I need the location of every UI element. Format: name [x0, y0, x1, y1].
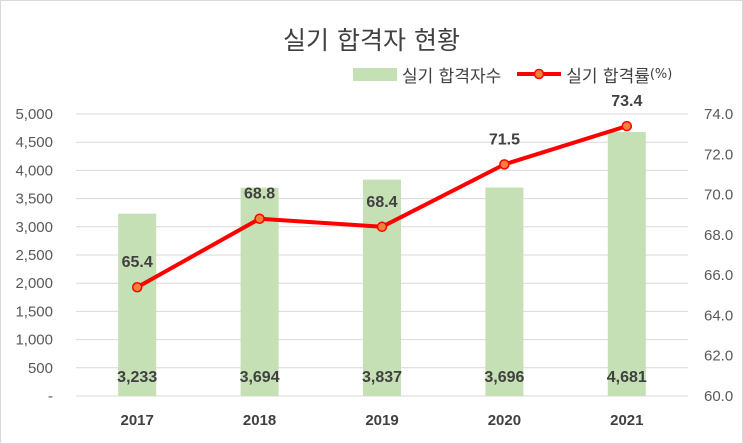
line-value-label: 68.4: [366, 194, 397, 211]
bar-value-label: 4,681: [607, 369, 647, 386]
line-point: [131, 281, 143, 293]
legend-line-swatch: [517, 68, 562, 80]
line-point: [254, 213, 265, 224]
y-left-tick-label: 5,000: [15, 106, 53, 123]
y-right-tick-label: 64.0: [704, 307, 733, 324]
chart-title: 실기 합격자 현황: [283, 26, 460, 55]
y-left-tick-label: 1,500: [15, 303, 53, 320]
bar-value-label: 3,233: [117, 369, 157, 386]
legend-line-label: 실기 합격률: [566, 66, 650, 87]
bar: [118, 213, 157, 396]
y-right-tick-label: 60.0: [704, 388, 733, 405]
x-tick-label: 2021: [610, 412, 643, 429]
line-value-label: 71.5: [489, 131, 520, 148]
line-value-label: 65.4: [122, 254, 153, 271]
y-left-tick-label: 1,000: [15, 332, 53, 349]
line-point: [621, 120, 633, 132]
x-tick-label: 2020: [488, 412, 521, 429]
y-left-tick-label: 500: [28, 360, 53, 377]
bar-value-label: 3,694: [240, 369, 280, 386]
x-tick-label: 2017: [121, 412, 154, 429]
y-left-tick-label: 2,000: [15, 275, 53, 292]
line-point: [376, 221, 388, 233]
y-right-tick-label: 70.0: [704, 187, 733, 204]
y-left-tick-label: 4,000: [15, 162, 53, 179]
y-right-tick-label: 74.0: [704, 106, 733, 123]
y-left-tick-label: 2,500: [15, 247, 53, 264]
y-right-tick-label: 72.0: [704, 146, 733, 163]
bar: [607, 131, 646, 397]
legend-bar-swatch: [353, 67, 397, 81]
y-left-tick-label: -: [48, 388, 53, 405]
y-right-tick-label: 66.0: [704, 267, 733, 284]
line-value-label: 73.4: [611, 93, 642, 110]
x-tick-label: 2018: [243, 412, 276, 429]
bar: [485, 187, 524, 396]
chart-legend: 실기 합격자수 실기 합격률 (%): [353, 62, 688, 87]
legend-item-bar: 실기 합격자수: [353, 62, 501, 87]
legend-bar-label: 실기 합격자수: [402, 66, 502, 87]
line-value-label: 68.8: [244, 186, 275, 203]
y-left-tick-label: 3,000: [15, 219, 53, 236]
y-right-tick-label: 62.0: [704, 348, 733, 365]
bar-value-label: 3,696: [484, 369, 524, 386]
y-left-tick-label: 4,500: [15, 134, 53, 151]
bar-value-label: 3,837: [362, 369, 402, 386]
bar: [363, 179, 401, 396]
y-right-tick-label: 68.0: [704, 227, 733, 244]
legend-item-line: 실기 합격률 (%): [517, 62, 672, 87]
legend-line-unit: (%): [649, 66, 673, 82]
y-left-tick-label: 3,500: [15, 191, 53, 208]
x-tick-label: 2019: [365, 412, 398, 429]
line-point: [499, 159, 510, 170]
